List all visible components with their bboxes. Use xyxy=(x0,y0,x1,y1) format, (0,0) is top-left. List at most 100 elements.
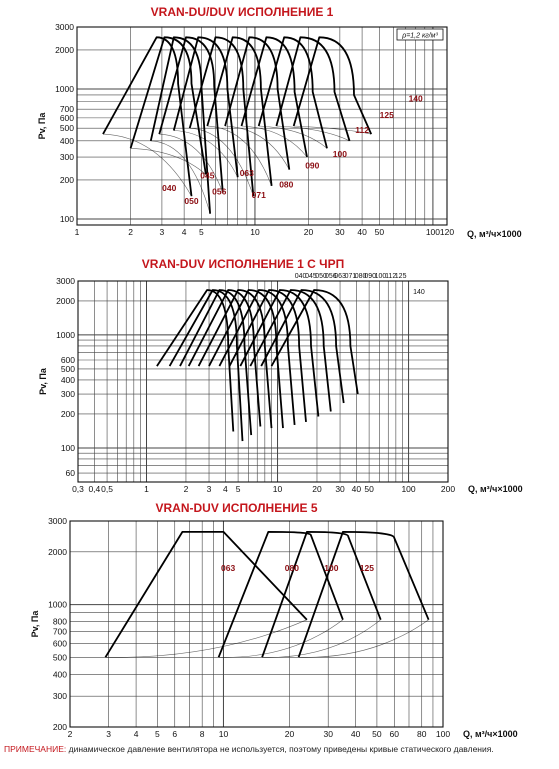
size-label-140: 140 xyxy=(413,289,425,296)
y-tick-label: 1000 xyxy=(56,330,75,340)
series-curve-071 xyxy=(188,36,255,197)
series-curve-063 xyxy=(197,289,273,429)
y-tick-label: 200 xyxy=(53,722,67,732)
chart-panel-2: VRAN-DUV ИСПОЛНЕНИЕ 1 С ЧРП 0,3 0,4 0,5 1 2 3 4… xyxy=(38,257,523,494)
x-tick-label: 3 xyxy=(106,729,111,739)
series-curve-125 xyxy=(297,531,430,658)
series-group xyxy=(104,531,430,658)
x-tick-label: 5 xyxy=(199,227,204,237)
x-tick-label: 5 xyxy=(236,484,241,494)
x-tick-label: 3 xyxy=(160,227,165,237)
y-tick-label: 100 xyxy=(61,443,75,453)
y-tick-label: 700 xyxy=(53,627,67,637)
size-label-040: 040 xyxy=(162,183,176,193)
size-label-080: 080 xyxy=(355,273,367,280)
chart-title: VRAN-DU/DUV ИСПОЛНЕНИЕ 1 xyxy=(151,5,334,19)
y-tick-label: 300 xyxy=(60,152,74,162)
y-tick-label: 400 xyxy=(60,136,74,146)
x-axis-label: Q, м³/ч×1000 xyxy=(467,229,522,239)
series-curve-140 xyxy=(292,36,373,135)
size-label-071: 071 xyxy=(345,273,357,280)
size-label-112: 112 xyxy=(355,125,369,135)
series-lower-071 xyxy=(189,127,254,197)
x-tick-label: 20 xyxy=(312,484,322,494)
x-tick-label: 4 xyxy=(182,227,187,237)
x-tick-label: 40 xyxy=(357,227,367,237)
size-label-125: 125 xyxy=(360,563,374,573)
chart-panel-1: VRAN-DU/DUV ИСПОЛНЕНИЕ 1 1 2 3 4 5 10 20 30 40 50 1… xyxy=(37,5,522,239)
x-tick-label: 20 xyxy=(304,227,314,237)
size-label-140: 140 xyxy=(409,94,423,104)
y-axis-label: Pv, Па xyxy=(38,367,48,395)
y-tick-label: 500 xyxy=(60,123,74,133)
plot-frame xyxy=(76,26,448,226)
size-label-125: 125 xyxy=(395,273,407,280)
x-tick-label: 10 xyxy=(250,227,260,237)
series-curve-080 xyxy=(218,289,296,425)
series-curve-100 xyxy=(261,531,382,658)
series-group xyxy=(102,36,373,214)
x-tick-label: 30 xyxy=(323,729,333,739)
y-tick-label: 60 xyxy=(66,468,76,478)
x-tick-label: 40 xyxy=(351,729,361,739)
series-curve-050 xyxy=(179,289,253,436)
grid xyxy=(77,280,449,483)
series-lower-056 xyxy=(159,133,224,193)
series-group xyxy=(156,289,359,442)
x-tick-label: 100 xyxy=(436,729,450,739)
series-lower-100 xyxy=(262,619,381,658)
chart-title: VRAN-DUV ИСПОЛНЕНИЕ 1 С ЧРП xyxy=(142,257,344,271)
x-tick-label: 0,5 xyxy=(101,484,113,494)
x-tick-label: 80 xyxy=(417,729,427,739)
density-box xyxy=(396,28,444,41)
y-tick-label: 300 xyxy=(53,691,67,701)
y-tick-label: 700 xyxy=(60,104,74,114)
series-lower-090 xyxy=(225,125,290,170)
y-tick-label: 2000 xyxy=(55,45,74,55)
size-labels: 040 045 050 056 063 071 080 090 100 112 125 140 xyxy=(162,94,423,207)
series-lower-125 xyxy=(276,125,350,142)
y-tick-label: 1000 xyxy=(55,84,74,94)
size-label-112: 112 xyxy=(385,273,396,280)
x-tick-label: 4 xyxy=(223,484,228,494)
size-label-040: 040 xyxy=(295,273,307,280)
x-tick-label: 30 xyxy=(335,484,345,494)
x-tick-label: 1 xyxy=(144,484,149,494)
y-tick-label: 2000 xyxy=(56,296,75,306)
size-label-063: 063 xyxy=(221,563,235,573)
size-label-090: 090 xyxy=(364,273,376,280)
x-tick-label: 100 xyxy=(401,484,415,494)
size-label-125: 125 xyxy=(380,110,394,120)
size-label-071: 071 xyxy=(252,190,266,200)
x-tick-label: 50 xyxy=(364,484,374,494)
series-curve-071 xyxy=(208,289,284,429)
x-tick-label: 2 xyxy=(128,227,133,237)
x-tick-label: 200 xyxy=(441,484,455,494)
x-tick-label: 120 xyxy=(440,227,454,237)
footnote: ПРИМЕЧАНИЕ: динамическое давление вентил… xyxy=(4,744,556,754)
y-tick-label: 400 xyxy=(61,375,75,385)
series-curve-100 xyxy=(240,36,308,158)
size-label-100: 100 xyxy=(375,273,387,280)
y-axis-label: Pv, Па xyxy=(30,610,40,638)
density-annotation: ρ=1,2 кг/м³ xyxy=(401,33,438,40)
series-curve-040 xyxy=(102,36,193,197)
x-axis-label: Q, м³/ч×1000 xyxy=(463,729,518,739)
series-lower-080 xyxy=(218,619,344,658)
series-lower-063 xyxy=(105,619,308,658)
x-tick-label: 30 xyxy=(335,227,345,237)
series-curve-140 xyxy=(270,289,359,395)
size-label-063: 063 xyxy=(334,273,346,280)
x-tick-label: 50 xyxy=(372,729,382,739)
x-tick-label: 4 xyxy=(134,729,139,739)
x-tick-label: 6 xyxy=(172,729,177,739)
x-tick-label: 2 xyxy=(184,484,189,494)
series-curve-063 xyxy=(172,36,239,178)
series-curve-090 xyxy=(224,36,291,170)
plot-frame xyxy=(69,520,444,728)
series-curve-040 xyxy=(156,289,235,432)
series-curve-056 xyxy=(187,289,262,427)
series-curve-063 xyxy=(104,531,308,658)
y-tick-label: 3000 xyxy=(48,516,67,526)
